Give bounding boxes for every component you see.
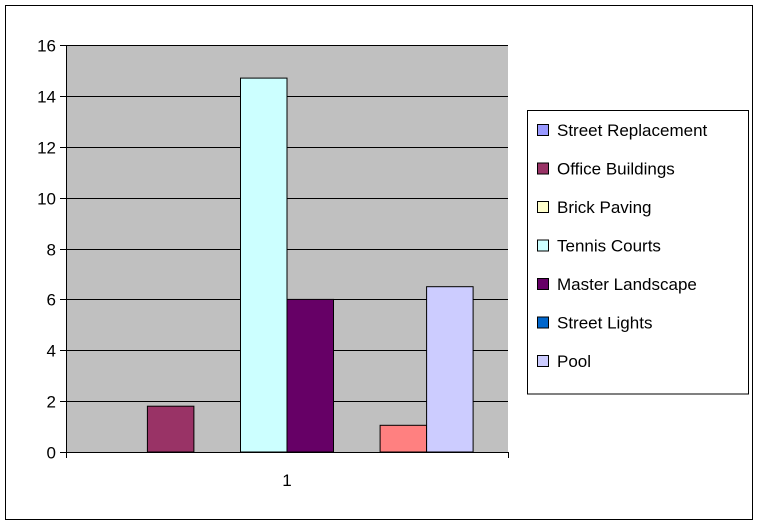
legend-label: Street Replacement xyxy=(557,121,708,140)
y-tick-label: 12 xyxy=(37,139,56,158)
legend-label: Street Lights xyxy=(557,314,652,333)
y-tick-label: 4 xyxy=(47,342,56,361)
y-tick-label: 16 xyxy=(37,37,56,56)
legend-label: Brick Paving xyxy=(557,198,651,217)
bar xyxy=(379,424,428,453)
y-tick-label: 14 xyxy=(37,88,56,107)
x-axis: 1 xyxy=(66,452,509,490)
y-tick-label: 10 xyxy=(37,190,56,209)
y-tick-label: 8 xyxy=(47,241,56,260)
legend: Street Replacement Office Buildings Brick … xyxy=(527,110,749,395)
legend-swatch xyxy=(537,239,549,252)
bar xyxy=(286,298,334,453)
legend-label: Master Landscape xyxy=(557,275,697,294)
y-tick-label: 6 xyxy=(47,291,56,310)
legend-box xyxy=(527,110,749,395)
bar xyxy=(240,77,288,453)
legend-label: Pool xyxy=(557,352,591,371)
y-tick-label: 2 xyxy=(47,393,56,412)
legend-label: Tennis Courts xyxy=(557,237,661,256)
bar xyxy=(146,405,195,453)
legend-label: Office Buildings xyxy=(557,160,675,179)
y-axis: 0 2 4 6 8 10 12 14 16 xyxy=(37,37,67,463)
y-tick-label: 0 xyxy=(47,444,56,463)
bars xyxy=(146,77,474,453)
legend-swatch xyxy=(537,162,549,175)
x-tick-label: 1 xyxy=(282,471,291,490)
legend-swatch xyxy=(537,316,549,329)
legend-swatch xyxy=(537,201,549,213)
legend-swatch xyxy=(537,124,549,136)
legend-swatch xyxy=(537,278,549,290)
bar xyxy=(426,286,474,453)
legend-swatch xyxy=(537,355,549,367)
